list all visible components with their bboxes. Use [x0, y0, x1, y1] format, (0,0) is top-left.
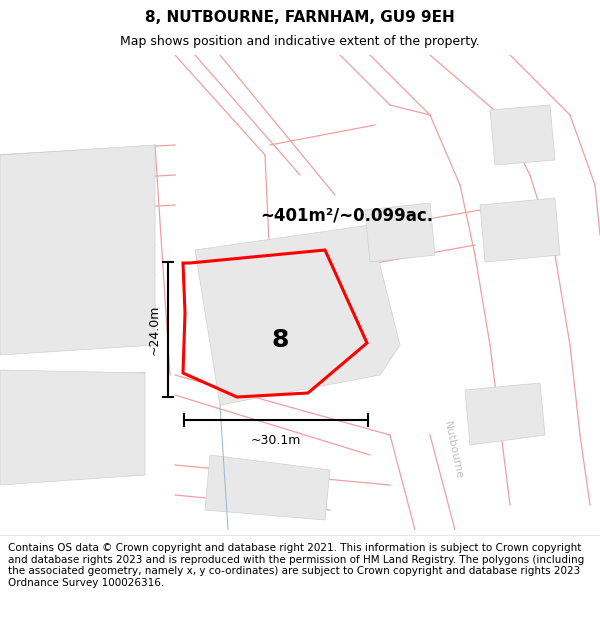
Polygon shape [205, 455, 330, 520]
Polygon shape [480, 198, 560, 262]
Polygon shape [365, 203, 435, 262]
Text: Nutbourne: Nutbourne [442, 420, 464, 480]
Text: 8: 8 [271, 328, 289, 352]
Text: ~401m²/~0.099ac.: ~401m²/~0.099ac. [260, 206, 433, 224]
Polygon shape [465, 383, 545, 445]
Polygon shape [0, 145, 155, 355]
Text: Map shows position and indicative extent of the property.: Map shows position and indicative extent… [120, 34, 480, 48]
Text: ~24.0m: ~24.0m [148, 304, 161, 355]
Text: Contains OS data © Crown copyright and database right 2021. This information is : Contains OS data © Crown copyright and d… [8, 543, 584, 588]
Text: ~30.1m: ~30.1m [251, 434, 301, 446]
Polygon shape [0, 370, 145, 485]
Text: 8, NUTBOURNE, FARNHAM, GU9 9EH: 8, NUTBOURNE, FARNHAM, GU9 9EH [145, 9, 455, 24]
Polygon shape [490, 105, 555, 165]
Polygon shape [195, 225, 400, 405]
